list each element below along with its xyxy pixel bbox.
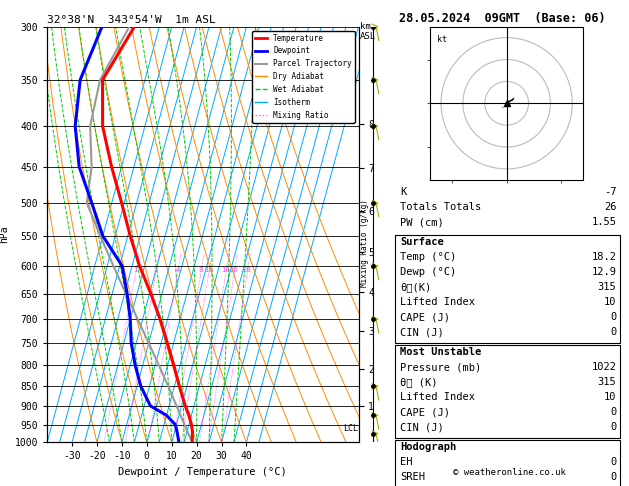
Text: CIN (J): CIN (J): [400, 327, 444, 337]
Text: 0: 0: [610, 457, 616, 468]
Text: θᴇ (K): θᴇ (K): [400, 377, 438, 387]
Y-axis label: hPa: hPa: [0, 226, 9, 243]
Text: 18.2: 18.2: [591, 252, 616, 262]
Text: Lifted Index: Lifted Index: [400, 297, 475, 307]
Text: Dewp (°C): Dewp (°C): [400, 267, 456, 277]
Text: SREH: SREH: [400, 472, 425, 483]
Text: 26: 26: [604, 202, 616, 212]
Text: Totals Totals: Totals Totals: [400, 202, 481, 212]
Text: Temp (°C): Temp (°C): [400, 252, 456, 262]
Text: 1022: 1022: [591, 362, 616, 372]
Text: 10: 10: [604, 392, 616, 402]
Text: EH: EH: [400, 457, 413, 468]
Text: CIN (J): CIN (J): [400, 422, 444, 433]
Text: ASL: ASL: [360, 32, 376, 41]
Text: K: K: [400, 187, 406, 197]
Text: CAPE (J): CAPE (J): [400, 407, 450, 417]
Text: 16: 16: [221, 267, 230, 273]
Text: 0: 0: [610, 312, 616, 322]
Text: 315: 315: [598, 282, 616, 292]
Text: Surface: Surface: [400, 237, 444, 247]
Text: 1.55: 1.55: [591, 217, 616, 227]
Text: 28.05.2024  09GMT  (Base: 06): 28.05.2024 09GMT (Base: 06): [399, 12, 606, 25]
Text: 1: 1: [133, 267, 138, 273]
Text: 2: 2: [153, 267, 158, 273]
Text: θᴇ(K): θᴇ(K): [400, 282, 431, 292]
Text: Hodograph: Hodograph: [400, 442, 456, 452]
Text: km: km: [360, 22, 370, 31]
Text: 28: 28: [243, 267, 252, 273]
Text: Lifted Index: Lifted Index: [400, 392, 475, 402]
Legend: Temperature, Dewpoint, Parcel Trajectory, Dry Adiabat, Wet Adiabat, Isotherm, Mi: Temperature, Dewpoint, Parcel Trajectory…: [252, 31, 355, 122]
Text: 315: 315: [598, 377, 616, 387]
Text: 20: 20: [230, 267, 238, 273]
Text: 0: 0: [610, 422, 616, 433]
Text: 32°38'N  343°54'W  1m ASL: 32°38'N 343°54'W 1m ASL: [47, 15, 216, 25]
Text: -7: -7: [604, 187, 616, 197]
Text: 10: 10: [604, 297, 616, 307]
Text: 0: 0: [610, 327, 616, 337]
Text: © weatheronline.co.uk: © weatheronline.co.uk: [453, 468, 566, 477]
Text: 4: 4: [175, 267, 180, 273]
Text: kt: kt: [437, 35, 447, 44]
Text: PW (cm): PW (cm): [400, 217, 444, 227]
Text: Pressure (mb): Pressure (mb): [400, 362, 481, 372]
Text: LCL: LCL: [343, 424, 358, 433]
Text: CAPE (J): CAPE (J): [400, 312, 450, 322]
X-axis label: Dewpoint / Temperature (°C): Dewpoint / Temperature (°C): [118, 467, 287, 477]
Text: Most Unstable: Most Unstable: [400, 347, 481, 357]
Text: Mixing Ratio (g/kg): Mixing Ratio (g/kg): [360, 199, 369, 287]
Text: 0: 0: [610, 472, 616, 483]
Text: 8: 8: [199, 267, 203, 273]
Text: 12.9: 12.9: [591, 267, 616, 277]
Text: 0: 0: [610, 407, 616, 417]
Text: 10: 10: [204, 267, 213, 273]
